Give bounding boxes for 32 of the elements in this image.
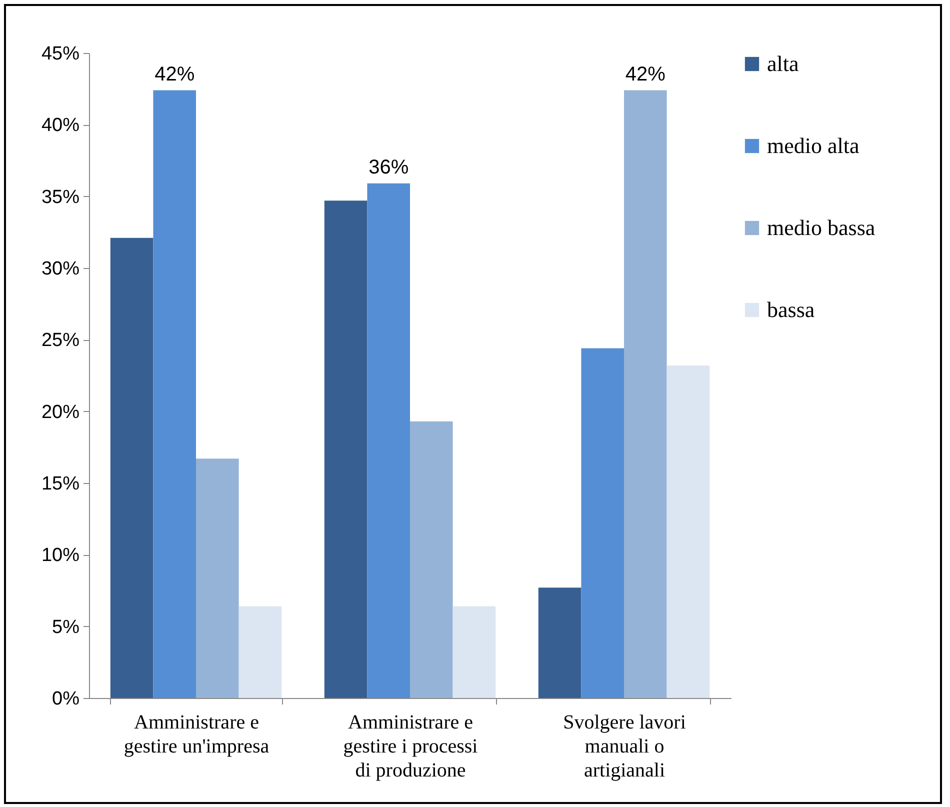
data-label: 42% <box>154 63 195 86</box>
x-tick-label: Amministrare e gestire i processi di produzione <box>343 712 478 782</box>
bar <box>410 421 453 698</box>
y-tick-label: 35% <box>41 186 80 208</box>
bar <box>581 348 624 698</box>
bar <box>153 90 196 698</box>
bar <box>538 588 582 698</box>
legend-label: bassa <box>767 297 815 322</box>
bar <box>196 458 239 698</box>
data-label: 42% <box>625 63 666 86</box>
bar <box>324 200 368 698</box>
bar <box>452 606 496 698</box>
y-tick-label: 20% <box>41 402 80 423</box>
x-tick-label: Svolgere lavori manuali o artigianali <box>563 712 686 782</box>
data-label: 36% <box>368 156 409 178</box>
y-tick-label: 15% <box>41 474 80 494</box>
x-tick-label: Amministrare e gestire un'impresa <box>124 712 270 758</box>
y-tick-label: 30% <box>41 258 80 280</box>
bar <box>110 238 154 698</box>
y-tick-label: 25% <box>41 330 80 352</box>
legend-label: medio bassa <box>767 215 876 240</box>
y-tick-label: 0% <box>52 688 80 710</box>
legend-label: medio alta <box>767 133 860 158</box>
bar <box>624 90 667 698</box>
legend-label: alta <box>767 51 799 76</box>
bar <box>666 365 710 698</box>
y-tick-label: 10% <box>41 545 80 566</box>
y-tick-label: 5% <box>52 616 80 638</box>
bar <box>238 606 282 698</box>
bar <box>367 183 410 698</box>
y-tick-label: 40% <box>41 115 80 136</box>
y-tick-label: 45% <box>41 44 80 64</box>
